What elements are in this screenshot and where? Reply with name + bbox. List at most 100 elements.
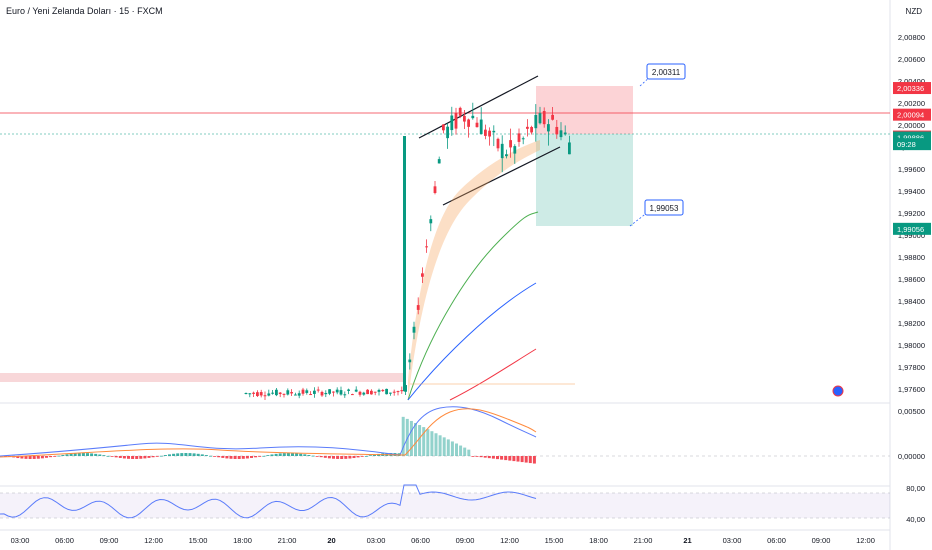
osc-bar [221, 456, 225, 458]
candle-body [429, 219, 433, 224]
osc-bar [512, 456, 516, 462]
candle-body [332, 391, 335, 393]
oscillator-panel [0, 406, 890, 464]
candle-body [294, 394, 297, 396]
osc-bar [196, 453, 200, 456]
candle-body [400, 390, 404, 392]
candle-body [389, 392, 392, 394]
osc-bar [204, 455, 208, 456]
osc-bar [188, 453, 192, 456]
price-tick-label: 1,99400 [898, 187, 925, 196]
osc-bar [69, 453, 73, 456]
osc-bar [307, 454, 311, 456]
candle-body [366, 389, 369, 395]
candle-body [343, 394, 347, 396]
time-tick-label: 12:00 [144, 536, 163, 545]
osc-bar [209, 455, 212, 457]
osc-bar [348, 456, 352, 459]
osc-bar [127, 456, 130, 459]
candle-body [354, 389, 358, 392]
indicator-tick-label: 0,00000 [898, 452, 925, 461]
osc-bar [262, 455, 266, 457]
osc-bar [274, 453, 278, 456]
target-low-callout[interactable]: 1,99053 [629, 199, 684, 227]
osc-bar [323, 456, 327, 458]
ma-red [449, 348, 537, 401]
osc-bar [184, 453, 188, 456]
osc-bar [340, 456, 344, 459]
osc-bar [295, 453, 299, 456]
osc-bar [303, 454, 307, 456]
candle-body [358, 391, 362, 395]
channel-lower-line[interactable] [442, 146, 561, 206]
osc-bar [299, 453, 303, 456]
candle-body [275, 389, 278, 396]
indicator-tick-label: 80,00 [906, 484, 925, 493]
price-tick-label: 2,00600 [898, 55, 925, 64]
candle-body [316, 389, 320, 391]
time-tick-label: 15:00 [189, 536, 208, 545]
target-high-callout[interactable]: 2,00311 [639, 63, 686, 87]
osc-bar [192, 453, 196, 456]
price-tick-label: 1,97800 [898, 363, 925, 372]
moving-averages [407, 140, 575, 401]
candle-body [496, 138, 500, 149]
candle-body [324, 392, 328, 395]
osc-bar [200, 454, 204, 456]
candle-body [278, 392, 282, 395]
candle-body [392, 391, 396, 393]
candle-body [305, 390, 309, 393]
osc-bar [356, 456, 360, 458]
candle-body [442, 124, 445, 131]
osc-bar [426, 429, 430, 456]
osc-bar [336, 456, 340, 459]
candle-body [513, 146, 517, 154]
osc-bar [487, 456, 491, 459]
signal-line [0, 408, 537, 458]
target-zone[interactable] [536, 134, 633, 226]
osc-bar [364, 455, 368, 457]
candle-body [282, 393, 286, 395]
supply-zone [0, 373, 405, 382]
candle-body [385, 388, 388, 395]
price-tag-text: 2,00094 [897, 111, 924, 120]
candle-body [484, 129, 487, 136]
rsi-band [0, 493, 890, 518]
candle-body [416, 305, 420, 310]
candles [244, 102, 571, 400]
osc-bar [311, 455, 315, 457]
candle-body [362, 392, 366, 395]
candle-body [381, 390, 385, 392]
time-tick-label: 09:00 [456, 536, 475, 545]
candle-body [252, 392, 255, 394]
osc-bar [20, 456, 24, 459]
osc-bar [315, 456, 319, 457]
candle-body [297, 393, 301, 396]
candle-body [244, 392, 248, 394]
osc-bar [266, 455, 270, 456]
time-tick-label: 12:00 [856, 536, 875, 545]
osc-bar [159, 455, 163, 457]
price-tick-label: 1,98800 [898, 253, 925, 262]
osc-bar [532, 456, 536, 464]
channel-upper-line[interactable] [418, 75, 539, 139]
price-tag-text: 2,00336 [897, 84, 924, 93]
candle-body [454, 112, 458, 129]
price-tick-label: 1,98200 [898, 319, 925, 328]
osc-bar [32, 456, 36, 459]
osc-bar [409, 420, 413, 456]
osc-bar [36, 456, 40, 459]
osc-bar [270, 454, 274, 456]
osc-bar [360, 456, 364, 457]
osc-bar [94, 453, 98, 456]
osc-bar [467, 449, 471, 456]
osc-bar [520, 456, 524, 463]
stop-zone[interactable] [536, 86, 633, 134]
price-tag-text: 1,99056 [897, 225, 924, 234]
osc-bar [77, 453, 81, 456]
candle-body [313, 390, 316, 394]
osc-bar [98, 454, 102, 456]
price-tick-label: 2,00400 [898, 77, 925, 86]
event-marker-icon[interactable] [832, 385, 844, 397]
